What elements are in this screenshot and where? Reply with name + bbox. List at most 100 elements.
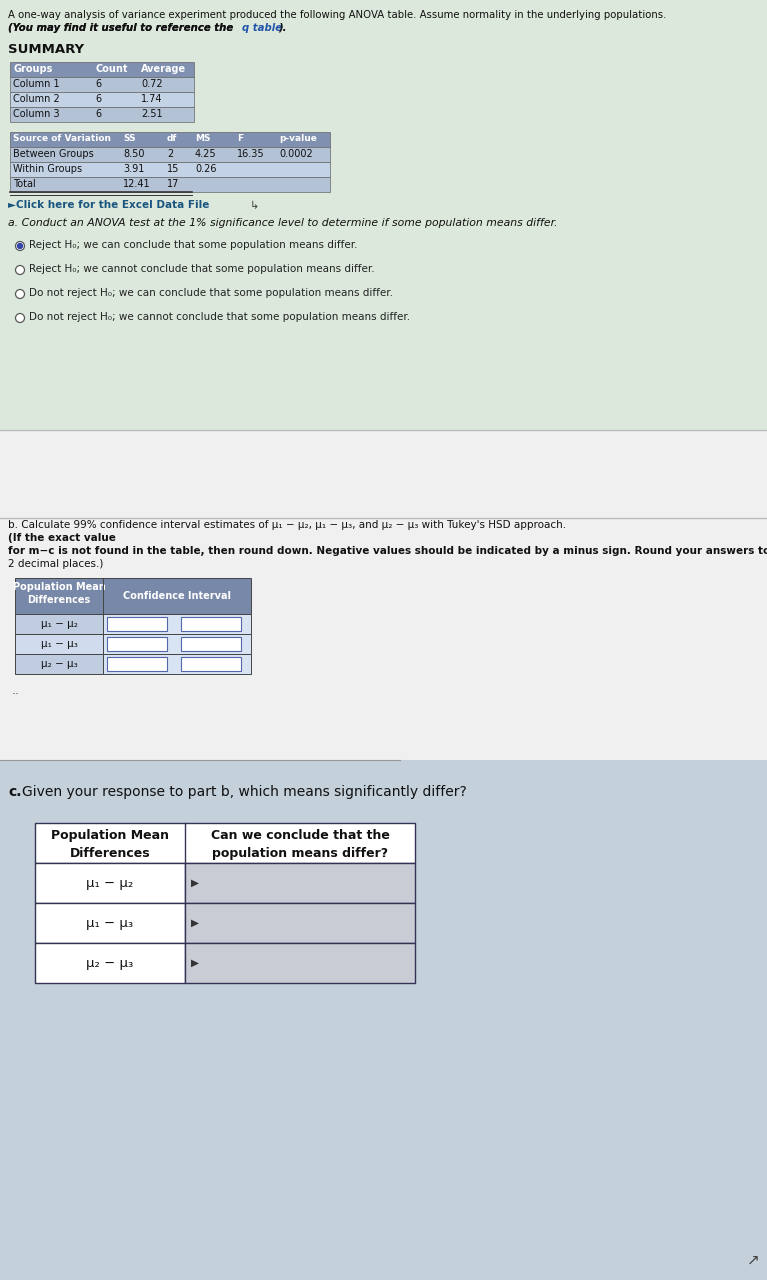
Text: 15: 15 [167, 164, 179, 174]
Text: Given your response to part b, which means significantly differ?: Given your response to part b, which mea… [22, 785, 467, 799]
FancyBboxPatch shape [107, 637, 167, 652]
Text: 0.26: 0.26 [195, 164, 216, 174]
Circle shape [15, 314, 25, 323]
FancyBboxPatch shape [35, 823, 415, 863]
FancyBboxPatch shape [15, 614, 103, 634]
FancyBboxPatch shape [10, 108, 194, 122]
Text: Column 1: Column 1 [13, 79, 60, 90]
Text: MS: MS [195, 134, 210, 143]
Circle shape [15, 289, 25, 298]
Text: Population Mean
Differences: Population Mean Differences [51, 829, 169, 860]
Text: q table: q table [242, 23, 282, 33]
FancyBboxPatch shape [181, 637, 241, 652]
FancyBboxPatch shape [0, 760, 767, 1280]
FancyBboxPatch shape [10, 132, 330, 147]
FancyBboxPatch shape [10, 92, 194, 108]
Circle shape [18, 243, 22, 248]
Circle shape [15, 242, 25, 251]
Text: Count: Count [95, 64, 127, 74]
FancyBboxPatch shape [10, 147, 330, 163]
Text: Column 3: Column 3 [13, 109, 60, 119]
FancyBboxPatch shape [103, 634, 251, 654]
Text: Column 2: Column 2 [13, 93, 60, 104]
Text: 3.91: 3.91 [123, 164, 144, 174]
Text: Source of Variation: Source of Variation [13, 134, 111, 143]
FancyBboxPatch shape [103, 654, 251, 675]
FancyBboxPatch shape [10, 177, 330, 192]
Text: Do not reject H₀; we can conclude that some population means differ.: Do not reject H₀; we can conclude that s… [29, 288, 393, 298]
FancyBboxPatch shape [103, 614, 251, 634]
Text: Groups: Groups [13, 64, 52, 74]
Text: 6: 6 [95, 93, 101, 104]
Text: b. Calculate 99% confidence interval estimates of μ₁ − μ₂, μ₁ − μ₃, and μ₂ − μ₃ : b. Calculate 99% confidence interval est… [8, 520, 569, 530]
FancyBboxPatch shape [0, 430, 767, 760]
Text: 16.35: 16.35 [237, 148, 265, 159]
FancyBboxPatch shape [107, 657, 167, 671]
Text: (You may find it useful to reference the: (You may find it useful to reference the [8, 23, 237, 33]
Text: Population Mean
Differences: Population Mean Differences [12, 582, 105, 605]
FancyBboxPatch shape [181, 617, 241, 631]
Text: F: F [237, 134, 243, 143]
Text: Between Groups: Between Groups [13, 148, 94, 159]
Text: 12.41: 12.41 [123, 179, 150, 189]
Text: 8.50: 8.50 [123, 148, 144, 159]
Text: μ₁ − μ₂: μ₁ − μ₂ [87, 877, 133, 890]
Text: Reject H₀; we can conclude that some population means differ.: Reject H₀; we can conclude that some pop… [29, 241, 357, 250]
Text: 2: 2 [167, 148, 173, 159]
Text: Confidence Interval: Confidence Interval [123, 591, 231, 602]
Text: Total: Total [13, 179, 36, 189]
Text: Reject H₀; we cannot conclude that some population means differ.: Reject H₀; we cannot conclude that some … [29, 264, 374, 274]
Text: Within Groups: Within Groups [13, 164, 82, 174]
Text: SUMMARY: SUMMARY [8, 44, 84, 56]
Text: Average: Average [141, 64, 186, 74]
FancyBboxPatch shape [185, 902, 415, 943]
FancyBboxPatch shape [185, 943, 415, 983]
Text: 2 decimal places.): 2 decimal places.) [8, 559, 104, 570]
FancyBboxPatch shape [181, 657, 241, 671]
Text: μ₁ − μ₃: μ₁ − μ₃ [41, 639, 77, 649]
Text: ▶: ▶ [191, 918, 199, 928]
Text: μ₁ − μ₃: μ₁ − μ₃ [87, 916, 133, 929]
Text: ▶: ▶ [191, 957, 199, 968]
Text: ►Click here for the Excel Data File: ►Click here for the Excel Data File [8, 200, 209, 210]
Text: μ₂ − μ₃: μ₂ − μ₃ [41, 659, 77, 669]
Text: 4.25: 4.25 [195, 148, 216, 159]
Text: (If the exact value: (If the exact value [8, 532, 116, 543]
Text: 2.51: 2.51 [141, 109, 163, 119]
Text: μ₁ − μ₂: μ₁ − μ₂ [41, 620, 77, 628]
FancyBboxPatch shape [35, 902, 185, 943]
Text: ▶: ▶ [191, 878, 199, 888]
FancyBboxPatch shape [35, 863, 185, 902]
Text: SS: SS [123, 134, 136, 143]
FancyBboxPatch shape [10, 61, 194, 77]
Text: ..: .. [12, 684, 20, 698]
FancyBboxPatch shape [15, 634, 103, 654]
Text: 6: 6 [95, 109, 101, 119]
Text: 17: 17 [167, 179, 179, 189]
Text: c.: c. [8, 785, 21, 799]
Text: ↳: ↳ [250, 201, 259, 211]
FancyBboxPatch shape [15, 654, 103, 675]
Text: ).: ). [278, 23, 287, 33]
FancyBboxPatch shape [185, 863, 415, 902]
FancyBboxPatch shape [15, 579, 251, 614]
FancyBboxPatch shape [107, 617, 167, 631]
FancyBboxPatch shape [10, 77, 194, 92]
Text: 0.72: 0.72 [141, 79, 163, 90]
Text: Can we conclude that the
population means differ?: Can we conclude that the population mean… [211, 829, 390, 860]
Text: A one-way analysis of variance experiment produced the following ANOVA table. As: A one-way analysis of variance experimen… [8, 10, 667, 20]
Text: for m−c is not found in the table, then round down. Negative values should be in: for m−c is not found in the table, then … [8, 547, 767, 556]
Text: a. Conduct an ANOVA test at the 1% significance level to determine if some popul: a. Conduct an ANOVA test at the 1% signi… [8, 218, 558, 228]
Text: 6: 6 [95, 79, 101, 90]
Text: ↗: ↗ [747, 1253, 760, 1268]
Text: df: df [167, 134, 177, 143]
Text: p-value: p-value [279, 134, 317, 143]
Text: Do not reject H₀; we cannot conclude that some population means differ.: Do not reject H₀; we cannot conclude tha… [29, 312, 410, 323]
FancyBboxPatch shape [0, 0, 767, 430]
Text: μ₂ − μ₃: μ₂ − μ₃ [87, 956, 133, 969]
Text: 0.0002: 0.0002 [279, 148, 313, 159]
FancyBboxPatch shape [35, 943, 185, 983]
Circle shape [15, 265, 25, 274]
Text: (You may find it useful to reference the: (You may find it useful to reference the [8, 23, 237, 33]
FancyBboxPatch shape [10, 163, 330, 177]
